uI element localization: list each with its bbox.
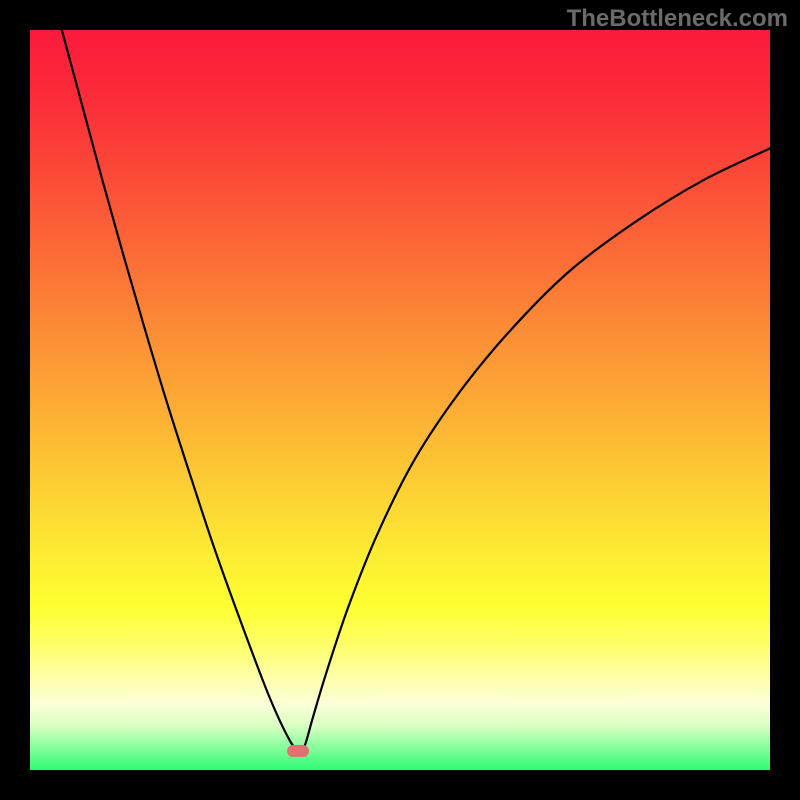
watermark-text: TheBottleneck.com bbox=[567, 5, 788, 33]
min-marker bbox=[287, 745, 309, 757]
curve-path bbox=[62, 30, 770, 752]
v-curve bbox=[30, 30, 770, 770]
plot-area bbox=[30, 30, 770, 770]
chart-container: TheBottleneck.com bbox=[0, 0, 800, 800]
